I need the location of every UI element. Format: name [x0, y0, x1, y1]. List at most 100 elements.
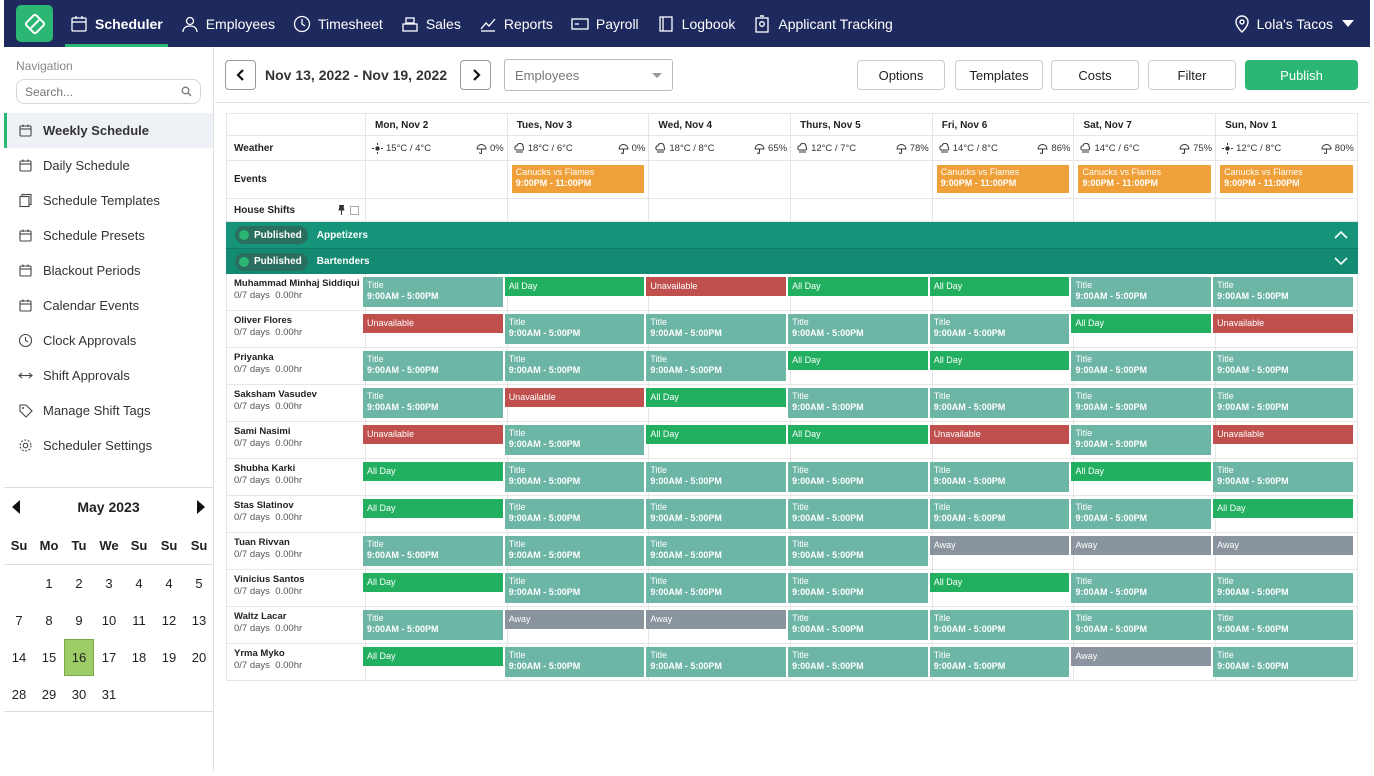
- employee-cell[interactable]: Muhammad Minhaj Siddiqui 0/7 days 0.00hr: [226, 274, 366, 311]
- shift-block[interactable]: Title 9:00AM - 5:00PM: [929, 647, 1070, 677]
- event-block[interactable]: Canucks vs Flames 9:00PM - 11:00PM: [936, 165, 1070, 193]
- schedule-cell[interactable]: Title 9:00AM - 5:00PM: [646, 644, 792, 681]
- employee-cell[interactable]: Shubha Karki 0/7 days 0.00hr: [226, 459, 366, 496]
- calendar-day[interactable]: 1: [45, 576, 53, 591]
- shift-block[interactable]: Title 9:00AM - 5:00PM: [504, 573, 645, 603]
- schedule-cell[interactable]: Title 9:00AM - 5:00PM: [646, 459, 792, 496]
- chevron-down-icon[interactable]: [1334, 257, 1348, 266]
- shift-block[interactable]: Title 9:00AM - 5:00PM: [504, 425, 645, 455]
- calendar-day[interactable]: 18: [131, 650, 147, 665]
- schedule-cell[interactable]: Unavailable: [363, 311, 508, 348]
- unavailable-tag[interactable]: Unavailable: [363, 425, 503, 444]
- schedule-cell[interactable]: Unavailable: [504, 385, 650, 422]
- calendar-day[interactable]: 4: [165, 576, 173, 591]
- unavailable-tag[interactable]: Unavailable: [646, 277, 787, 296]
- event-block[interactable]: Canucks vs Flames 9:00PM - 11:00PM: [1220, 165, 1353, 193]
- allday-tag[interactable]: All Day: [788, 277, 928, 296]
- calendar-day[interactable]: 30: [71, 687, 87, 702]
- options-button[interactable]: Options: [857, 60, 945, 90]
- calendar-day[interactable]: 4: [135, 576, 143, 591]
- allday-tag[interactable]: All Day: [1071, 314, 1212, 333]
- schedule-cell[interactable]: Title 9:00AM - 5:00PM: [646, 348, 792, 385]
- schedule-cell[interactable]: All Day: [646, 385, 792, 422]
- shift-block[interactable]: Title 9:00AM - 5:00PM: [788, 462, 928, 492]
- shift-block[interactable]: Title 9:00AM - 5:00PM: [1213, 610, 1353, 640]
- unavailable-tag[interactable]: Unavailable: [1213, 314, 1353, 333]
- shift-block[interactable]: Title 9:00AM - 5:00PM: [788, 610, 928, 640]
- shift-block[interactable]: Title 9:00AM - 5:00PM: [1213, 351, 1353, 381]
- shift-block[interactable]: Title 9:00AM - 5:00PM: [363, 388, 503, 418]
- employees-select[interactable]: Employees: [504, 59, 673, 91]
- schedule-cell[interactable]: Title 9:00AM - 5:00PM: [1071, 422, 1217, 459]
- shift-block[interactable]: Title 9:00AM - 5:00PM: [646, 647, 787, 677]
- schedule-cell[interactable]: Title 9:00AM - 5:00PM: [1071, 496, 1217, 533]
- away-tag[interactable]: Away: [1213, 536, 1353, 555]
- shift-block[interactable]: Title 9:00AM - 5:00PM: [504, 536, 645, 566]
- schedule-cell[interactable]: Title 9:00AM - 5:00PM: [929, 311, 1075, 348]
- shift-block[interactable]: Title 9:00AM - 5:00PM: [504, 499, 645, 529]
- sidebar-search-input[interactable]: [25, 84, 181, 99]
- pin-icon[interactable]: [337, 205, 346, 215]
- filter-button[interactable]: Filter: [1148, 60, 1236, 90]
- event-block[interactable]: Canucks vs Flames 9:00PM - 11:00PM: [511, 165, 645, 193]
- allday-tag[interactable]: All Day: [363, 462, 503, 481]
- schedule-cell[interactable]: All Day: [363, 570, 508, 607]
- schedule-cell[interactable]: All Day: [363, 496, 508, 533]
- allday-tag[interactable]: All Day: [929, 573, 1070, 592]
- sidebar-item-weekly-schedule[interactable]: Weekly Schedule: [4, 113, 213, 148]
- sidebar-item-schedule-presets[interactable]: Schedule Presets: [4, 218, 213, 253]
- shift-block[interactable]: Title 9:00AM - 5:00PM: [363, 277, 503, 307]
- schedule-cell[interactable]: Unavailable: [929, 422, 1075, 459]
- schedule-cell[interactable]: Title 9:00AM - 5:00PM: [1213, 348, 1358, 385]
- schedule-cell[interactable]: Title 9:00AM - 5:00PM: [363, 348, 508, 385]
- schedule-cell[interactable]: Away: [1213, 533, 1358, 570]
- employee-cell[interactable]: Oliver Flores 0/7 days 0.00hr: [226, 311, 366, 348]
- schedule-cell[interactable]: Title 9:00AM - 5:00PM: [1071, 607, 1217, 644]
- employee-cell[interactable]: Saksham Vasudev 0/7 days 0.00hr: [226, 385, 366, 422]
- employee-cell[interactable]: Sami Nasimi 0/7 days 0.00hr: [226, 422, 366, 459]
- shift-block[interactable]: Title 9:00AM - 5:00PM: [504, 351, 645, 381]
- shift-block[interactable]: Title 9:00AM - 5:00PM: [1071, 425, 1212, 455]
- schedule-cell[interactable]: Title 9:00AM - 5:00PM: [363, 533, 508, 570]
- schedule-cell[interactable]: Title 9:00AM - 5:00PM: [504, 311, 650, 348]
- schedule-cell[interactable]: All Day: [1071, 459, 1217, 496]
- schedule-cell[interactable]: All Day: [504, 274, 650, 311]
- schedule-cell[interactable]: Title 9:00AM - 5:00PM: [1071, 385, 1217, 422]
- schedule-cell[interactable]: Away: [504, 607, 650, 644]
- shift-block[interactable]: Title 9:00AM - 5:00PM: [646, 351, 787, 381]
- house-shift-cell[interactable]: [508, 199, 650, 221]
- shift-block[interactable]: Title 9:00AM - 5:00PM: [788, 499, 928, 529]
- calendar-day[interactable]: 2: [75, 576, 83, 591]
- calendar-day[interactable]: 31: [101, 687, 117, 702]
- away-tag[interactable]: Away: [1071, 647, 1212, 666]
- nav-employees[interactable]: Employees: [172, 0, 284, 47]
- shift-block[interactable]: Title 9:00AM - 5:00PM: [788, 573, 928, 603]
- house-shift-cell[interactable]: [791, 199, 933, 221]
- group-header-appetizers[interactable]: Published Appetizers: [226, 222, 1358, 248]
- calendar-day[interactable]: 7: [15, 613, 23, 628]
- shift-block[interactable]: Title 9:00AM - 5:00PM: [646, 573, 787, 603]
- schedule-cell[interactable]: Title 9:00AM - 5:00PM: [1213, 274, 1358, 311]
- shift-block[interactable]: Title 9:00AM - 5:00PM: [788, 536, 928, 566]
- event-block[interactable]: Canucks vs Flames 9:00PM - 11:00PM: [1078, 165, 1212, 193]
- schedule-cell[interactable]: Title 9:00AM - 5:00PM: [504, 644, 650, 681]
- allday-tag[interactable]: All Day: [788, 351, 928, 370]
- schedule-cell[interactable]: Title 9:00AM - 5:00PM: [788, 496, 933, 533]
- schedule-cell[interactable]: All Day: [929, 348, 1075, 385]
- allday-tag[interactable]: All Day: [646, 388, 787, 407]
- allday-tag[interactable]: All Day: [788, 425, 928, 444]
- schedule-cell[interactable]: Title 9:00AM - 5:00PM: [788, 311, 933, 348]
- schedule-cell[interactable]: Title 9:00AM - 5:00PM: [646, 533, 792, 570]
- shift-block[interactable]: Title 9:00AM - 5:00PM: [1071, 499, 1212, 529]
- shift-block[interactable]: Title 9:00AM - 5:00PM: [646, 499, 787, 529]
- allday-tag[interactable]: All Day: [929, 277, 1070, 296]
- sidebar-item-schedule-templates[interactable]: Schedule Templates: [4, 183, 213, 218]
- shift-block[interactable]: Title 9:00AM - 5:00PM: [929, 388, 1070, 418]
- shift-block[interactable]: Title 9:00AM - 5:00PM: [646, 462, 787, 492]
- shift-block[interactable]: Title 9:00AM - 5:00PM: [504, 462, 645, 492]
- schedule-cell[interactable]: Title 9:00AM - 5:00PM: [788, 644, 933, 681]
- schedule-cell[interactable]: All Day: [1213, 496, 1358, 533]
- sidebar-item-blackout-periods[interactable]: Blackout Periods: [4, 253, 213, 288]
- shift-block[interactable]: Title 9:00AM - 5:00PM: [1071, 351, 1212, 381]
- sidebar-item-clock-approvals[interactable]: Clock Approvals: [4, 323, 213, 358]
